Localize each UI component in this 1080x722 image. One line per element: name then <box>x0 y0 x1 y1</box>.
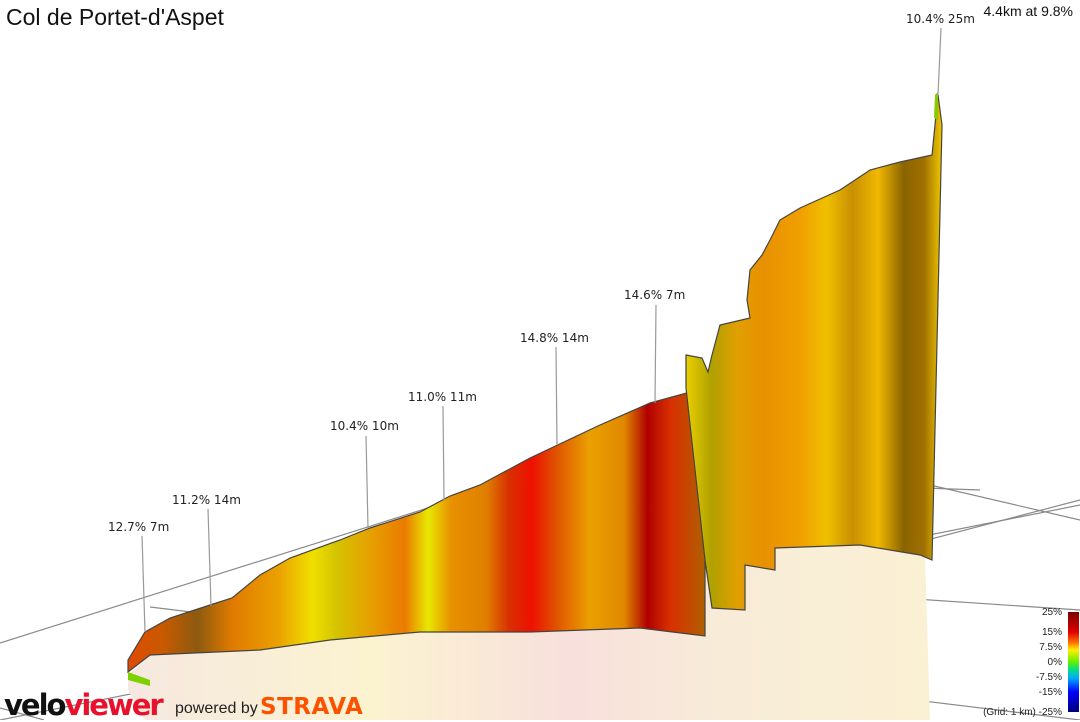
legend-tick: -25% <box>1038 707 1062 718</box>
legend-tick: 7.5% <box>1039 642 1062 653</box>
grid-note: (Grid: 1 km) <box>983 707 1036 718</box>
legend-bottom-row: (Grid: 1 km) -25% <box>983 707 1062 718</box>
page-title: Col de Portet-d'Aspet <box>6 4 224 30</box>
veloviewer-logo[interactable]: veloviewer <box>4 688 164 722</box>
logo-part-viewer: viewer <box>64 688 163 722</box>
annotation-label: 10.4% 25m <box>906 12 975 26</box>
summit-segment <box>934 92 938 120</box>
annotation-label: 10.4% 10m <box>330 419 399 433</box>
legend-tick: -7.5% <box>1035 672 1062 683</box>
annotation-label: 11.2% 14m <box>172 493 241 507</box>
legend-tick: 0% <box>1047 657 1062 668</box>
gradient-color-scale <box>1068 612 1079 712</box>
annotation-leaders <box>141 27 942 633</box>
annotation-label: 12.7% 7m <box>108 520 170 534</box>
annotation-label: 11.0% 11m <box>408 390 477 404</box>
start-segment <box>128 672 150 686</box>
logo-part-velo: velo <box>4 688 66 722</box>
profile-wall-upper <box>685 94 943 611</box>
annotation-label: 14.8% 14m <box>520 331 589 345</box>
legend-tick: -15% <box>1038 687 1062 698</box>
strava-logo[interactable]: STRAVA <box>260 694 364 720</box>
legend-tick: 25% <box>1041 607 1062 618</box>
legend-tick: 15% <box>1041 627 1062 638</box>
powered-by-text: powered by <box>175 700 258 717</box>
profile-wall-lower <box>127 387 706 674</box>
climb-summary: 4.4km at 9.8% <box>983 3 1074 19</box>
annotation-label: 14.6% 7m <box>624 288 686 302</box>
